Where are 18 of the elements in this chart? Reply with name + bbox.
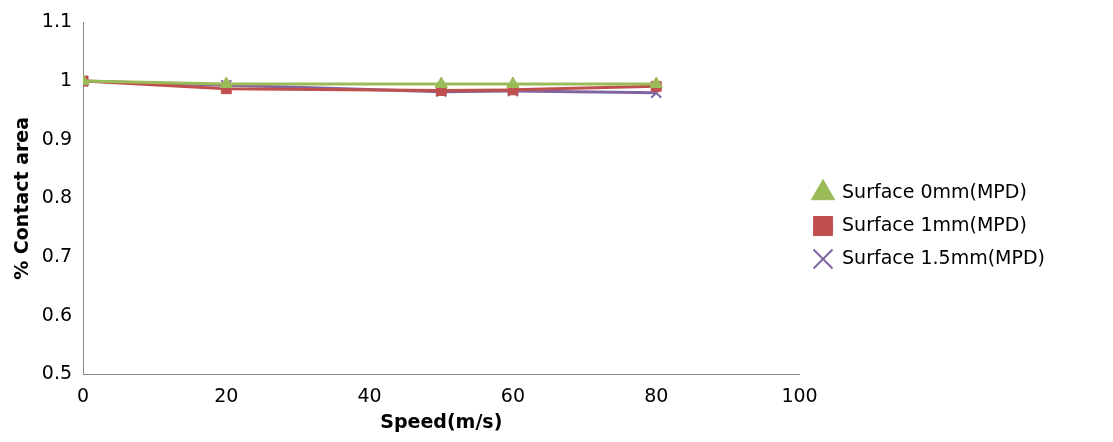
y-axis-title: % Contact area bbox=[10, 116, 33, 280]
y-tick-label: 0.8 bbox=[41, 185, 73, 208]
legend-label: Surface 0mm(MPD) bbox=[842, 179, 1027, 202]
y-tick-label: 0.9 bbox=[41, 126, 73, 149]
y-tick-label: 1.1 bbox=[41, 9, 73, 32]
y-tick-label: 0.6 bbox=[41, 302, 73, 325]
y-tick-label: 0.5 bbox=[41, 361, 73, 384]
legend-label: Surface 1.5mm(MPD) bbox=[842, 245, 1046, 268]
x-tick-label: 0 bbox=[76, 383, 90, 406]
x-tick-label: 100 bbox=[781, 383, 818, 406]
x-tick-label: 80 bbox=[644, 383, 669, 406]
y-tick-label: 1 bbox=[59, 68, 73, 90]
legend-label: Surface 1mm(MPD) bbox=[842, 212, 1027, 235]
x-tick-label: 40 bbox=[357, 383, 382, 406]
x-tick-label: 20 bbox=[214, 383, 239, 406]
x-axis-title: Speed(m/s) bbox=[380, 409, 503, 432]
y-tick-label: 0.7 bbox=[41, 244, 73, 266]
x-tick-label: 60 bbox=[500, 383, 526, 406]
